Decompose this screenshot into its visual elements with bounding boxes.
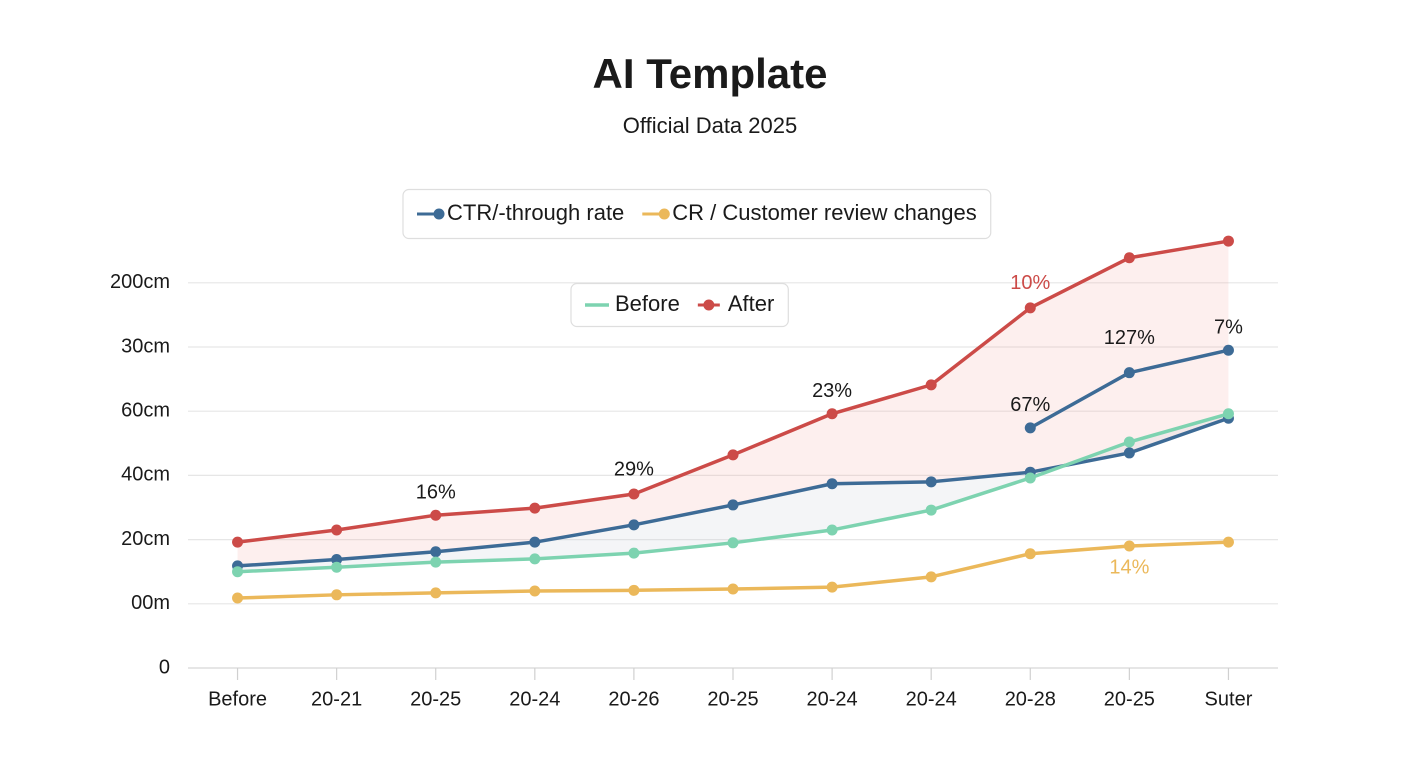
x-tick-label: 20-25 [707, 688, 758, 710]
data-point [1024, 302, 1036, 314]
data-point [727, 499, 739, 511]
data-point [628, 547, 640, 559]
data-point [826, 524, 838, 536]
y-tick-label: 20cm [121, 528, 170, 550]
data-point [628, 519, 640, 531]
data-point [1123, 436, 1135, 448]
legend-box [570, 282, 789, 328]
x-tick-label: 20-25 [1104, 688, 1155, 710]
data-point [727, 449, 739, 461]
annotation: 29% [614, 458, 654, 480]
data-point [430, 587, 442, 599]
y-tick-label: 0 [159, 656, 170, 678]
data-point [430, 556, 442, 568]
data-point [331, 524, 343, 536]
data-point [529, 585, 541, 597]
data-point [925, 504, 937, 516]
data-point [628, 584, 640, 596]
chart-subtitle: Official Data 2025 [623, 113, 797, 138]
data-point [1024, 472, 1036, 484]
data-point [232, 566, 244, 578]
y-tick-label: 40cm [121, 464, 170, 486]
annotation: 67% [1010, 394, 1050, 416]
data-point [232, 536, 244, 548]
data-point [826, 408, 838, 420]
annotation: 10% [1010, 272, 1050, 294]
legend-label: CTR/-through rate [447, 200, 624, 225]
y-tick-label: 30cm [121, 335, 170, 357]
legend-label: Before [615, 291, 680, 316]
data-point [826, 581, 838, 593]
legend-swatch [703, 299, 715, 311]
legend-box [402, 188, 992, 240]
annotation: 23% [812, 380, 852, 402]
data-point [1024, 422, 1036, 434]
y-tick-label: 60cm [121, 399, 170, 421]
legend-label: CR / Customer review changes [672, 200, 976, 225]
data-point [1123, 367, 1135, 379]
data-point [331, 589, 343, 601]
x-tick-label: Suter [1205, 688, 1253, 710]
x-tick-label: 20-24 [906, 688, 957, 710]
annotation: 16% [416, 481, 456, 503]
data-point [1222, 344, 1234, 356]
data-point [529, 536, 541, 548]
legend: CTR/-through rate CR / Customer review ch… [402, 188, 992, 240]
y-tick-label: 00m [131, 592, 170, 614]
data-point [331, 561, 343, 573]
data-point [925, 379, 937, 391]
data-point [1222, 408, 1234, 420]
x-tick-label: 20-26 [608, 688, 659, 710]
data-point [430, 546, 442, 558]
data-point [925, 571, 937, 583]
x-tick-label: 20-25 [410, 688, 461, 710]
data-point [430, 509, 442, 521]
data-point [1123, 447, 1135, 459]
data-point [331, 554, 343, 566]
x-tick-label: Before [208, 688, 267, 710]
chart-title: AI Template [593, 50, 828, 97]
y-tick-label: 200cm [110, 271, 170, 293]
data-point [925, 476, 937, 488]
x-tick-label: 20-21 [311, 688, 362, 710]
data-point [628, 488, 640, 500]
data-point [232, 592, 244, 604]
data-point [727, 537, 739, 549]
data-point [727, 583, 739, 595]
data-point [1222, 235, 1234, 247]
legend-swatch [658, 208, 670, 220]
legend-swatch [433, 208, 445, 220]
x-tick-label: 20-24 [509, 688, 560, 710]
x-tick-label: 20-28 [1005, 688, 1056, 710]
data-point [529, 553, 541, 565]
data-point [1123, 540, 1135, 552]
annotation: 7% [1214, 316, 1243, 338]
data-point [1024, 548, 1036, 560]
legend-label: After [728, 291, 774, 316]
data-point [826, 478, 838, 490]
x-tick-label: 20-24 [807, 688, 858, 710]
data-point [1222, 536, 1234, 548]
annotation: 127% [1104, 327, 1155, 349]
annotation: 14% [1109, 556, 1149, 578]
data-point [529, 502, 541, 514]
data-point [1123, 252, 1135, 264]
legend: Before After [570, 282, 789, 328]
